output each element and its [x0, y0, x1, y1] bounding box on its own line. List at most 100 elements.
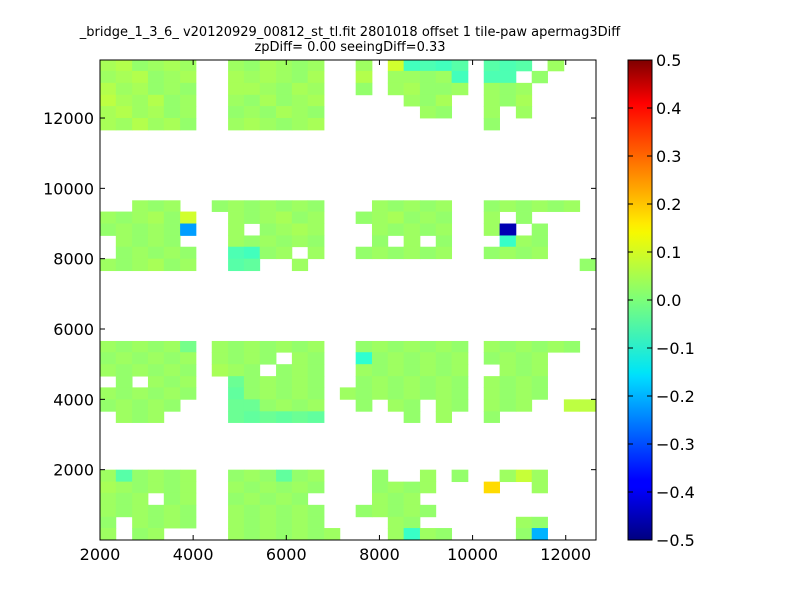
heatmap-cell	[100, 59, 117, 72]
heatmap-cell	[147, 106, 165, 119]
heatmap-cell	[100, 70, 117, 84]
heatmap-cell	[291, 504, 309, 518]
heatmap-cell	[180, 246, 197, 260]
heatmap-cell	[100, 364, 117, 377]
heatmap-cell	[307, 528, 325, 541]
heatmap-cell	[419, 528, 437, 541]
heatmap-cell	[132, 469, 149, 483]
heatmap-cell	[243, 211, 261, 224]
heatmap-cell	[291, 516, 309, 529]
heatmap-cell	[132, 387, 149, 400]
heatmap-cell	[515, 246, 533, 260]
heatmap-cell	[355, 211, 373, 224]
y-tick-label: 8000	[53, 250, 94, 269]
colorbar-tick-label: −0.1	[656, 339, 695, 358]
heatmap-cell	[403, 223, 421, 236]
heatmap-cell	[515, 352, 533, 365]
heatmap-cell	[228, 340, 245, 353]
heatmap-cell	[291, 387, 309, 400]
heatmap-cell	[387, 211, 405, 224]
heatmap-cell	[276, 223, 293, 236]
heatmap-cell	[259, 235, 277, 248]
heatmap-cell	[291, 200, 309, 212]
heatmap-cell	[276, 211, 293, 224]
heatmap-cell	[483, 94, 500, 107]
heatmap-cell	[515, 528, 533, 541]
heatmap-cell	[531, 246, 548, 260]
heatmap-cell	[291, 82, 309, 96]
heatmap-cell	[100, 399, 117, 412]
heatmap-cell	[499, 469, 517, 483]
heatmap-cell	[243, 200, 261, 212]
heatmap-cell	[419, 469, 437, 483]
heatmap-cell	[100, 118, 117, 131]
heatmap-cell	[483, 70, 500, 84]
heatmap-cell	[228, 235, 245, 248]
heatmap-cell	[163, 340, 181, 353]
chart-title-line-1: _bridge_1_3_6_ v20120929_00812_st_tl.fit…	[79, 25, 621, 40]
heatmap-cell	[147, 211, 165, 224]
heatmap-cell	[100, 492, 117, 506]
heatmap-cell	[228, 223, 245, 236]
heatmap-cell	[419, 481, 437, 494]
heatmap-cell	[163, 106, 181, 119]
heatmap-cell	[180, 481, 197, 494]
heatmap-cell	[132, 246, 149, 260]
heatmap-cell	[515, 235, 533, 248]
heatmap-cell	[307, 376, 325, 388]
heatmap-cell	[403, 246, 421, 260]
colorbar-tick-label: −0.2	[656, 387, 695, 406]
colorbar-tick-label: −0.5	[656, 531, 695, 550]
heatmap-cell	[147, 246, 165, 260]
heatmap-cell	[180, 211, 197, 224]
heatmap-cell	[147, 528, 165, 541]
heatmap-cell	[100, 528, 117, 541]
heatmap-cell	[499, 235, 517, 248]
heatmap-cell	[147, 411, 165, 423]
x-tick-label: 8000	[359, 545, 400, 564]
colorbar-tick-label: 0.4	[656, 99, 681, 118]
heatmap-cell	[115, 352, 133, 365]
heatmap-cell	[387, 481, 405, 494]
heatmap-cell	[259, 528, 277, 541]
heatmap-cell	[515, 82, 533, 96]
heatmap-cell	[355, 504, 373, 518]
heatmap-cell	[147, 516, 165, 529]
heatmap-cell	[163, 352, 181, 365]
heatmap-cell	[132, 258, 149, 272]
heatmap-cell	[228, 70, 245, 84]
heatmap-cell	[259, 481, 277, 494]
heatmap-cell	[228, 492, 245, 506]
heatmap-cell	[435, 94, 453, 107]
heatmap-cell	[387, 200, 405, 212]
heatmap-cell	[276, 411, 293, 423]
heatmap-cell	[483, 106, 500, 119]
heatmap-cell	[259, 516, 277, 529]
heatmap-cell	[307, 118, 325, 131]
heatmap-cell	[163, 258, 181, 272]
heatmap-cell	[115, 59, 133, 72]
heatmap-cell	[259, 223, 277, 236]
heatmap-cell	[163, 59, 181, 72]
heatmap-cell	[483, 118, 500, 131]
heatmap-cell	[132, 211, 149, 224]
plot-frame	[99, 59, 597, 541]
heatmap-cell	[371, 340, 389, 353]
heatmap-cell	[259, 118, 277, 131]
heatmap-cell	[355, 70, 373, 84]
heatmap-cell	[276, 492, 293, 506]
heatmap-cell	[307, 106, 325, 119]
heatmap-cell	[243, 364, 261, 377]
heatmap-cell	[435, 352, 453, 365]
heatmap-cell	[419, 70, 437, 84]
heatmap-cell	[243, 504, 261, 518]
heatmap-cell	[387, 82, 405, 96]
heatmap-cell	[291, 481, 309, 494]
heatmap-cell	[371, 481, 389, 494]
heatmap-cell	[355, 399, 373, 412]
heatmap-cell	[499, 399, 517, 412]
heatmap-cell	[147, 223, 165, 236]
heatmap-cell	[132, 106, 149, 119]
heatmap-cell	[259, 469, 277, 483]
